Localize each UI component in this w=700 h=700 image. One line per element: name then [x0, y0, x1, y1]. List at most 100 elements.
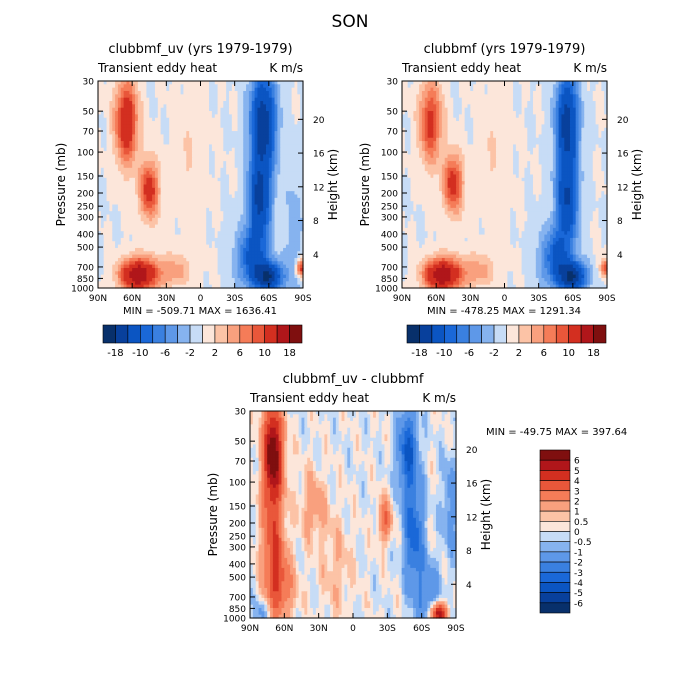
panel1-heatmap-cell [297, 181, 301, 186]
panel1-heatmap-cell [240, 177, 244, 182]
panel1-heatmap-cell [166, 211, 170, 216]
panel1-heatmap-cell [211, 84, 216, 89]
panel1-heatmap-cell [186, 131, 190, 136]
panel1-heatmap-cell [251, 91, 256, 95]
panel1-heatmap-cell [291, 161, 296, 166]
panel1-heatmap-cell [143, 201, 148, 206]
panel1-heatmap-cell [106, 157, 110, 162]
panel1-heatmap-cell [214, 141, 219, 146]
panel1-heatmap-cell [157, 87, 162, 92]
panel1-heatmap-cell [297, 121, 301, 125]
panel1-heatmap-cell [117, 214, 122, 219]
panel1-heatmap-cell [106, 111, 110, 115]
panel1-heatmap-cell [123, 134, 128, 139]
panel1-ptick-label: 50 [83, 108, 95, 118]
panel1-heatmap-cell [257, 177, 261, 182]
panel1-heatmap-cell [251, 207, 256, 212]
panel1-heatmap-cell [115, 157, 119, 162]
panel1-heatmap-cell [283, 84, 287, 89]
panel1-heatmap-cell [209, 204, 213, 209]
panel1-heatmap-cell [268, 124, 273, 129]
panel1-heatmap-cell [132, 117, 136, 122]
panel1-heatmap-cell [211, 204, 216, 209]
panel1-heatmap-cell [129, 157, 133, 162]
panel1-heatmap-cell [163, 124, 167, 129]
panel1-heatmap-cell [283, 154, 287, 159]
panel1-heatmap-cell [260, 144, 264, 149]
panel1-heatmap-cell [246, 147, 250, 152]
panel1-heatmap-cell [143, 191, 148, 196]
panel1-heatmap-cell [117, 207, 122, 212]
panel1-heatmap-cell [280, 131, 284, 136]
panel1-heatmap-cell [268, 174, 273, 179]
panel1-heatmap-cell [291, 204, 296, 209]
panel1-heatmap-cell [268, 164, 273, 169]
panel1-heatmap-cell [268, 214, 273, 219]
panel1-heatmap-cell [200, 131, 204, 136]
panel1-heatmap-cell [98, 87, 102, 92]
panel1-colorbar-label: 2 [212, 348, 218, 359]
panel1-heatmap-cell [146, 127, 150, 132]
panel1-heatmap-cell [300, 107, 304, 112]
panel1-heatmap-cell [169, 94, 173, 99]
panel1-heatmap-cell [294, 157, 298, 162]
panel1-heatmap-cell [152, 151, 156, 156]
panel1-heatmap-cell [220, 157, 224, 162]
panel1-heatmap-cell [248, 194, 253, 199]
panel1-heatmap-cell [291, 104, 296, 109]
panel1-heatmap-cell [248, 151, 253, 156]
panel1-heatmap-cell [106, 214, 110, 219]
panel1-heatmap-cell [294, 114, 298, 119]
panel1-heatmap-cell [180, 91, 185, 95]
panel1-heatmap-cell [146, 104, 150, 109]
panel1-heatmap-cell [157, 97, 162, 102]
panel1-heatmap-cell [257, 164, 261, 169]
panel1-heatmap-cell [194, 164, 199, 169]
panel1-heatmap-cell [211, 121, 216, 125]
panel1-heatmap-cell [189, 124, 193, 129]
panel1-heatmap-cell [143, 81, 148, 85]
panel1-heatmap-cell [194, 121, 199, 125]
panel1-heatmap-cell [180, 207, 185, 212]
panel1-heatmap-cell [254, 161, 259, 166]
panel1-heatmap-cell [152, 97, 156, 102]
panel1-heatmap-cell [172, 111, 176, 115]
panel1-heatmap-cell [237, 194, 241, 199]
panel1-heatmap-cell [226, 84, 230, 89]
panel1-heatmap-cell [152, 114, 156, 119]
panel1-heatmap-cell [280, 87, 284, 92]
panel1-heatmap-cell [297, 101, 301, 105]
panel1-heatmap-cell [251, 164, 256, 169]
panel1-heatmap-cell [132, 144, 136, 149]
panel1-heatmap-cell [174, 194, 179, 199]
panel1-heatmap-cell [263, 171, 267, 176]
panel1-heatmap-cell [160, 214, 165, 219]
panel1-heatmap-cell [197, 211, 202, 216]
panel1-colorbar: -18 -10 -6 -2 2 6 10 18 [102, 324, 303, 359]
panel1-heatmap-cell [135, 204, 139, 209]
panel1-heatmap-cell [263, 207, 267, 212]
panel1-heatmap-cell [243, 167, 247, 172]
panel1-heatmap-cell [220, 87, 224, 92]
panel1-heatmap-cell [135, 104, 139, 109]
panel1-heatmap-cell [152, 104, 156, 109]
panel1-heatmap-cell [126, 174, 130, 179]
panel1-heatmap-cell [263, 164, 267, 169]
panel1-heatmap-cell [263, 134, 267, 139]
panel1-heatmap-cell [132, 131, 136, 136]
panel1-heatmap-cell [283, 91, 287, 95]
panel1-heatmap-cell [240, 101, 244, 105]
panel1-heatmap-cell [129, 127, 133, 132]
panel1-heatmap-cell [243, 114, 247, 119]
panel1-heatmap-cell [166, 127, 170, 132]
panel1-heatmap-cell [160, 81, 165, 85]
panel1-heatmap-cell [300, 97, 304, 102]
panel1-heatmap-cell [237, 137, 241, 142]
panel1-heatmap-cell [157, 144, 162, 149]
panel1-heatmap-cell [186, 101, 190, 105]
panel1-heatmap-cell [280, 154, 284, 159]
panel1-heatmap-cell [149, 157, 153, 162]
panel1-heatmap-cell [228, 84, 233, 89]
panel1-heatmap-cell [214, 187, 219, 192]
panel1-heatmap-cell [280, 184, 284, 189]
